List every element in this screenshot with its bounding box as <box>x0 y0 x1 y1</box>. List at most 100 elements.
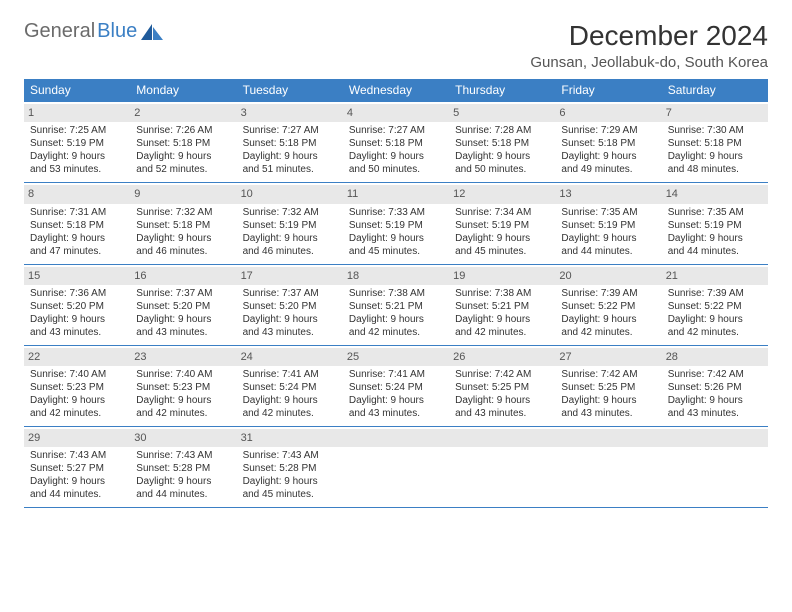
day-number: 19 <box>449 267 555 285</box>
day-cell: 1Sunrise: 7:25 AMSunset: 5:19 PMDaylight… <box>24 102 130 183</box>
daylight-line: Daylight: 9 hours and 43 minutes. <box>668 394 762 420</box>
day-cell: 30Sunrise: 7:43 AMSunset: 5:28 PMDayligh… <box>130 427 236 508</box>
sunset-line: Sunset: 5:20 PM <box>243 300 337 313</box>
daylight-line: Daylight: 9 hours and 42 minutes. <box>561 313 655 339</box>
daylight-line: Daylight: 9 hours and 42 minutes. <box>455 313 549 339</box>
sunset-line: Sunset: 5:18 PM <box>668 137 762 150</box>
day-cell: 3Sunrise: 7:27 AMSunset: 5:18 PMDaylight… <box>237 102 343 183</box>
sunset-line: Sunset: 5:28 PM <box>243 462 337 475</box>
sunset-line: Sunset: 5:27 PM <box>30 462 124 475</box>
daylight-line: Daylight: 9 hours and 44 minutes. <box>561 232 655 258</box>
daylight-line: Daylight: 9 hours and 42 minutes. <box>243 394 337 420</box>
sunset-line: Sunset: 5:18 PM <box>136 219 230 232</box>
sunset-line: Sunset: 5:25 PM <box>561 381 655 394</box>
day-number: 23 <box>130 348 236 366</box>
sunset-line: Sunset: 5:20 PM <box>30 300 124 313</box>
sunrise-line: Sunrise: 7:35 AM <box>668 206 762 219</box>
daylight-line: Daylight: 9 hours and 43 minutes. <box>561 394 655 420</box>
sunrise-line: Sunrise: 7:36 AM <box>30 287 124 300</box>
weekday-header: Thursday <box>449 79 555 102</box>
sunrise-line: Sunrise: 7:29 AM <box>561 124 655 137</box>
day-number: 31 <box>237 429 343 447</box>
day-cell: 14Sunrise: 7:35 AMSunset: 5:19 PMDayligh… <box>662 183 768 264</box>
day-cell: 21Sunrise: 7:39 AMSunset: 5:22 PMDayligh… <box>662 264 768 345</box>
day-cell <box>555 427 661 508</box>
daylight-line: Daylight: 9 hours and 43 minutes. <box>136 313 230 339</box>
day-cell: 13Sunrise: 7:35 AMSunset: 5:19 PMDayligh… <box>555 183 661 264</box>
logo-sail-icon <box>141 24 163 40</box>
day-number: 8 <box>24 185 130 203</box>
day-cell: 16Sunrise: 7:37 AMSunset: 5:20 PMDayligh… <box>130 264 236 345</box>
day-number: 14 <box>662 185 768 203</box>
sunrise-line: Sunrise: 7:32 AM <box>243 206 337 219</box>
sunset-line: Sunset: 5:19 PM <box>243 219 337 232</box>
sunset-line: Sunset: 5:25 PM <box>455 381 549 394</box>
day-number: 5 <box>449 104 555 122</box>
day-cell: 15Sunrise: 7:36 AMSunset: 5:20 PMDayligh… <box>24 264 130 345</box>
day-number-empty <box>343 429 449 447</box>
daylight-line: Daylight: 9 hours and 43 minutes. <box>349 394 443 420</box>
day-number: 25 <box>343 348 449 366</box>
day-number: 10 <box>237 185 343 203</box>
sunrise-line: Sunrise: 7:41 AM <box>349 368 443 381</box>
daylight-line: Daylight: 9 hours and 44 minutes. <box>30 475 124 501</box>
day-number: 21 <box>662 267 768 285</box>
weekday-header: Wednesday <box>343 79 449 102</box>
sunrise-line: Sunrise: 7:34 AM <box>455 206 549 219</box>
sunrise-line: Sunrise: 7:42 AM <box>561 368 655 381</box>
day-cell: 29Sunrise: 7:43 AMSunset: 5:27 PMDayligh… <box>24 427 130 508</box>
sunset-line: Sunset: 5:18 PM <box>455 137 549 150</box>
sunset-line: Sunset: 5:22 PM <box>668 300 762 313</box>
day-cell: 20Sunrise: 7:39 AMSunset: 5:22 PMDayligh… <box>555 264 661 345</box>
daylight-line: Daylight: 9 hours and 47 minutes. <box>30 232 124 258</box>
day-cell: 22Sunrise: 7:40 AMSunset: 5:23 PMDayligh… <box>24 345 130 426</box>
day-number: 22 <box>24 348 130 366</box>
day-number-empty <box>449 429 555 447</box>
day-number: 15 <box>24 267 130 285</box>
weekday-header: Monday <box>130 79 236 102</box>
day-cell: 4Sunrise: 7:27 AMSunset: 5:18 PMDaylight… <box>343 102 449 183</box>
logo: GeneralBlue <box>24 20 163 43</box>
sunset-line: Sunset: 5:19 PM <box>561 219 655 232</box>
sunrise-line: Sunrise: 7:26 AM <box>136 124 230 137</box>
day-cell: 26Sunrise: 7:42 AMSunset: 5:25 PMDayligh… <box>449 345 555 426</box>
daylight-line: Daylight: 9 hours and 45 minutes. <box>455 232 549 258</box>
logo-text-general: General <box>24 20 95 43</box>
daylight-line: Daylight: 9 hours and 45 minutes. <box>243 475 337 501</box>
daylight-line: Daylight: 9 hours and 50 minutes. <box>455 150 549 176</box>
day-cell: 5Sunrise: 7:28 AMSunset: 5:18 PMDaylight… <box>449 102 555 183</box>
sunset-line: Sunset: 5:24 PM <box>243 381 337 394</box>
sunrise-line: Sunrise: 7:39 AM <box>561 287 655 300</box>
day-number: 9 <box>130 185 236 203</box>
daylight-line: Daylight: 9 hours and 51 minutes. <box>243 150 337 176</box>
day-cell: 19Sunrise: 7:38 AMSunset: 5:21 PMDayligh… <box>449 264 555 345</box>
week-row: 29Sunrise: 7:43 AMSunset: 5:27 PMDayligh… <box>24 427 768 508</box>
sunrise-line: Sunrise: 7:43 AM <box>136 449 230 462</box>
day-cell: 27Sunrise: 7:42 AMSunset: 5:25 PMDayligh… <box>555 345 661 426</box>
sunset-line: Sunset: 5:19 PM <box>349 219 443 232</box>
sunset-line: Sunset: 5:21 PM <box>455 300 549 313</box>
day-cell <box>662 427 768 508</box>
daylight-line: Daylight: 9 hours and 42 minutes. <box>136 394 230 420</box>
sunrise-line: Sunrise: 7:31 AM <box>30 206 124 219</box>
sunset-line: Sunset: 5:20 PM <box>136 300 230 313</box>
day-number: 29 <box>24 429 130 447</box>
daylight-line: Daylight: 9 hours and 52 minutes. <box>136 150 230 176</box>
month-title: December 2024 <box>530 20 768 52</box>
daylight-line: Daylight: 9 hours and 46 minutes. <box>243 232 337 258</box>
sunset-line: Sunset: 5:19 PM <box>30 137 124 150</box>
sunset-line: Sunset: 5:19 PM <box>455 219 549 232</box>
sunset-line: Sunset: 5:28 PM <box>136 462 230 475</box>
day-cell: 11Sunrise: 7:33 AMSunset: 5:19 PMDayligh… <box>343 183 449 264</box>
sunrise-line: Sunrise: 7:32 AM <box>136 206 230 219</box>
calendar-page: GeneralBlue December 2024 Gunsan, Jeolla… <box>0 0 792 528</box>
sunrise-line: Sunrise: 7:25 AM <box>30 124 124 137</box>
daylight-line: Daylight: 9 hours and 48 minutes. <box>668 150 762 176</box>
weekday-header: Friday <box>555 79 661 102</box>
daylight-line: Daylight: 9 hours and 43 minutes. <box>243 313 337 339</box>
sunrise-line: Sunrise: 7:35 AM <box>561 206 655 219</box>
day-cell: 8Sunrise: 7:31 AMSunset: 5:18 PMDaylight… <box>24 183 130 264</box>
day-number: 11 <box>343 185 449 203</box>
day-cell: 10 Sunrise: 7:32 AMSunset: 5:19 PMDayligh… <box>237 183 343 264</box>
day-cell <box>449 427 555 508</box>
